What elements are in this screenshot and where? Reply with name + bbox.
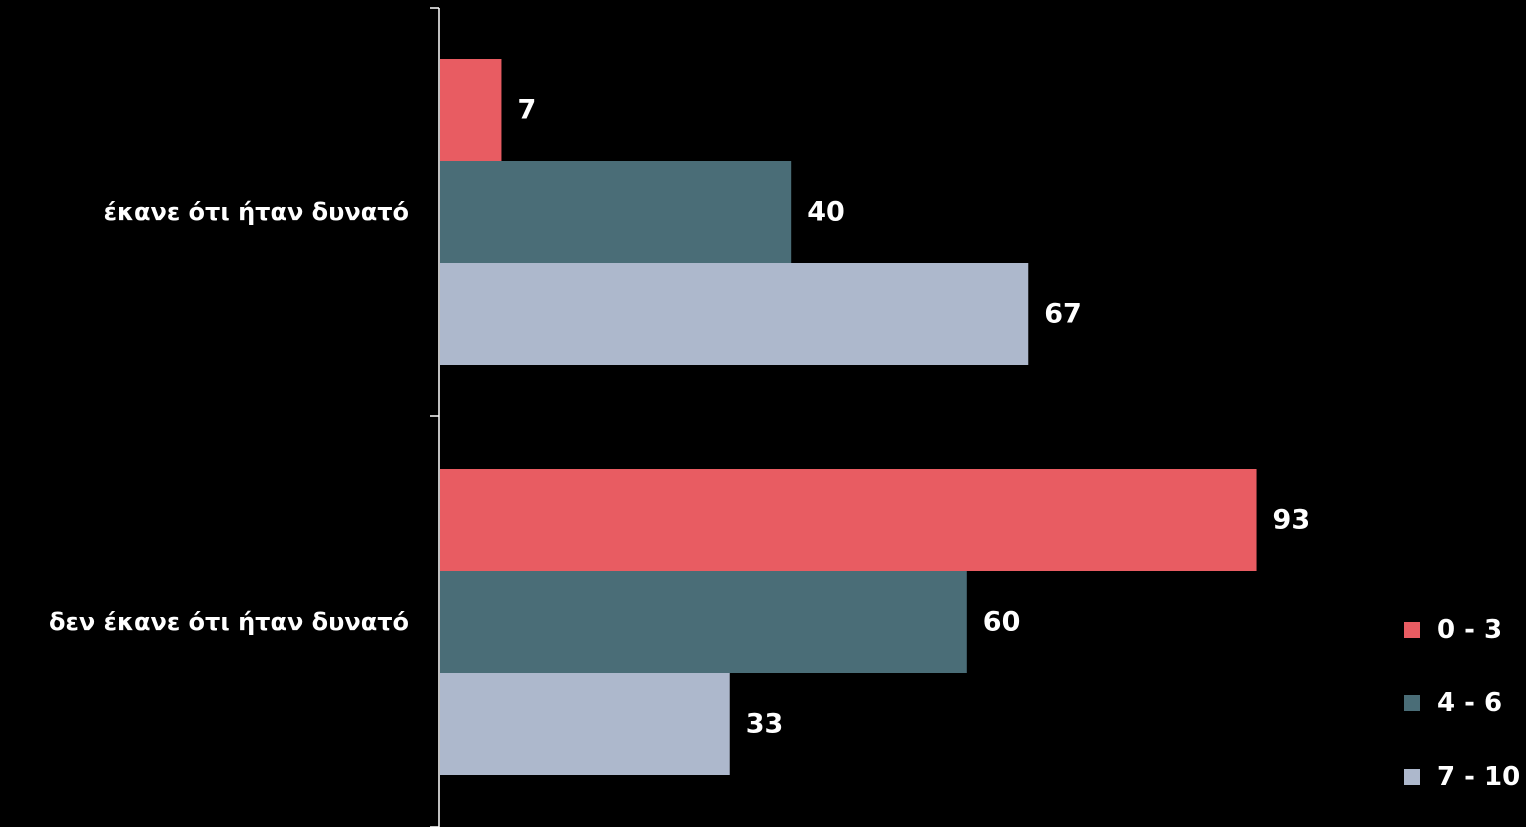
category-label: δεν έκανε ότι ήταν δυνατό — [49, 608, 409, 636]
legend-label: 0 - 3 — [1437, 615, 1502, 645]
bar — [440, 263, 1029, 365]
bars-layer — [440, 59, 1257, 775]
bar — [440, 571, 967, 673]
legend-swatch — [1404, 769, 1420, 785]
legend: 0 - 3 4 - 6 7 - 10 — [1404, 615, 1520, 792]
bar — [440, 161, 792, 263]
category-labels-layer: έκανε ότι ήταν δυνατό δεν έκανε ότι ήταν … — [49, 198, 409, 636]
bar — [440, 469, 1257, 571]
data-label: 40 — [807, 197, 845, 228]
data-label: 7 — [517, 95, 536, 126]
bar — [440, 673, 730, 775]
data-label: 60 — [983, 607, 1021, 638]
data-label: 33 — [746, 709, 784, 740]
category-label: έκανε ότι ήταν δυνατό — [104, 198, 409, 226]
legend-label: 7 - 10 — [1437, 762, 1520, 792]
data-label: 67 — [1044, 299, 1082, 330]
legend-swatch — [1404, 695, 1420, 711]
data-labels-layer: 7 40 67 93 60 33 — [517, 95, 1310, 740]
legend-label: 4 - 6 — [1437, 688, 1502, 718]
axis-layer — [430, 7, 440, 827]
bar — [440, 59, 502, 161]
legend-swatch — [1404, 622, 1420, 638]
data-label: 93 — [1273, 505, 1311, 536]
